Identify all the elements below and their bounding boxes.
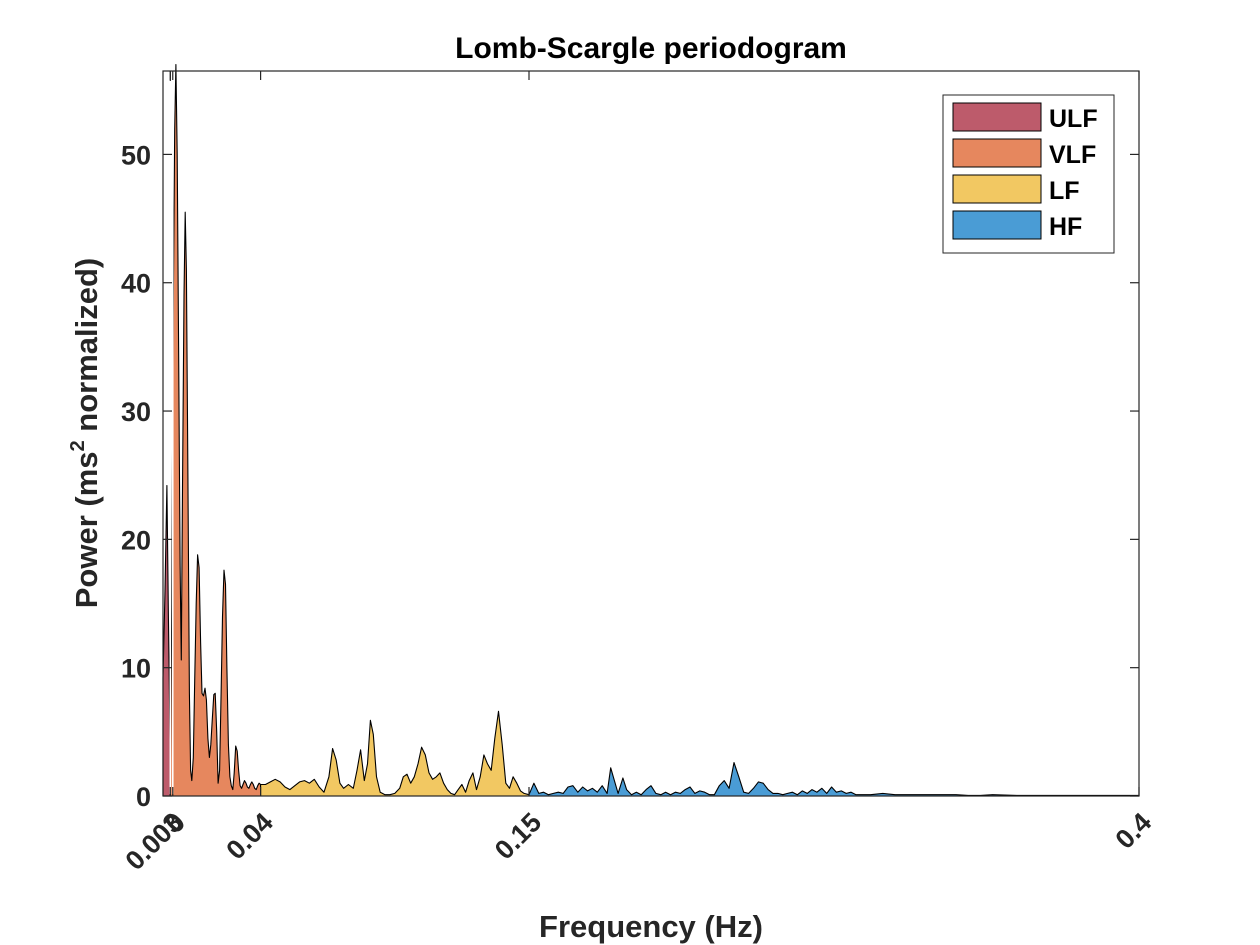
- legend: ULF VLF LF HF: [942, 94, 1115, 254]
- legend-swatch-ulf: [952, 102, 1042, 132]
- band-area-lf: [260, 710, 530, 797]
- legend-swatch-vlf: [952, 138, 1042, 168]
- band-area-vlf: [169, 64, 262, 797]
- y-axis-title-text: Power (ms: [69, 451, 104, 608]
- series-layer: [162, 64, 1140, 797]
- legend-swatch-lf: [952, 174, 1042, 204]
- chart-title: Lomb-Scargle periodogram: [455, 32, 847, 65]
- y-axis-title-text-end: normalized): [69, 258, 104, 441]
- legend-label-lf: LF: [1049, 177, 1080, 205]
- y-tick-label: 30: [121, 397, 151, 427]
- legend-swatch-hf: [952, 210, 1042, 240]
- y-tick-label: 40: [121, 269, 151, 299]
- legend-label-ulf: ULF: [1049, 105, 1098, 133]
- y-axis-title-superscript: 2: [67, 440, 89, 451]
- y-tick-label: 50: [121, 140, 151, 170]
- legend-label-hf: HF: [1049, 213, 1082, 241]
- y-tick-label: 20: [121, 525, 151, 555]
- y-tick-label: 10: [121, 654, 151, 684]
- y-axis-title: Power (ms2 normalized): [67, 258, 104, 609]
- plot-area-box: [162, 70, 1140, 797]
- band-area-hf: [528, 762, 1140, 797]
- y-tick-label: 0: [136, 782, 151, 812]
- legend-label-vlf: VLF: [1049, 141, 1096, 169]
- x-axis-title: Frequency (Hz): [539, 909, 763, 944]
